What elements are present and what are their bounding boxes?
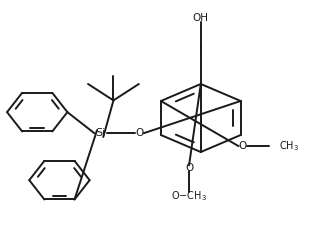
Text: O: O	[135, 128, 144, 138]
Text: O: O	[239, 141, 247, 151]
Text: Si: Si	[96, 128, 106, 138]
Text: CH$_3$: CH$_3$	[278, 139, 299, 153]
Text: OH: OH	[193, 13, 209, 23]
Text: O: O	[185, 164, 193, 173]
Text: O−CH$_3$: O−CH$_3$	[171, 190, 207, 203]
